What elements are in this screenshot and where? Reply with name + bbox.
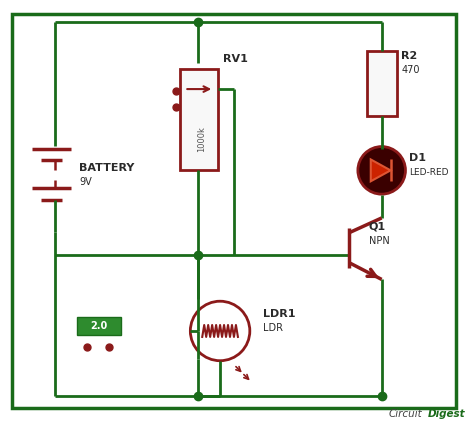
Text: 1000k: 1000k xyxy=(197,126,206,152)
Bar xyxy=(181,69,218,170)
Bar xyxy=(77,317,121,335)
Circle shape xyxy=(358,147,405,194)
Polygon shape xyxy=(371,159,391,181)
Text: R2: R2 xyxy=(401,51,418,61)
Text: LDR: LDR xyxy=(263,323,283,333)
Text: 470: 470 xyxy=(401,65,420,75)
Text: NPN: NPN xyxy=(369,236,390,246)
Text: Digest: Digest xyxy=(428,409,466,419)
Text: D1: D1 xyxy=(410,153,427,164)
Text: 2.0: 2.0 xyxy=(91,321,108,331)
Text: BATTERY: BATTERY xyxy=(79,163,135,173)
Text: RV1: RV1 xyxy=(223,54,248,64)
Text: LED-RED: LED-RED xyxy=(410,168,449,177)
Text: 9V: 9V xyxy=(79,177,92,187)
Text: Q1: Q1 xyxy=(369,222,386,232)
Text: Circuit: Circuit xyxy=(389,409,422,419)
Circle shape xyxy=(191,301,250,361)
Bar xyxy=(367,51,397,116)
Text: LDR1: LDR1 xyxy=(263,309,295,319)
